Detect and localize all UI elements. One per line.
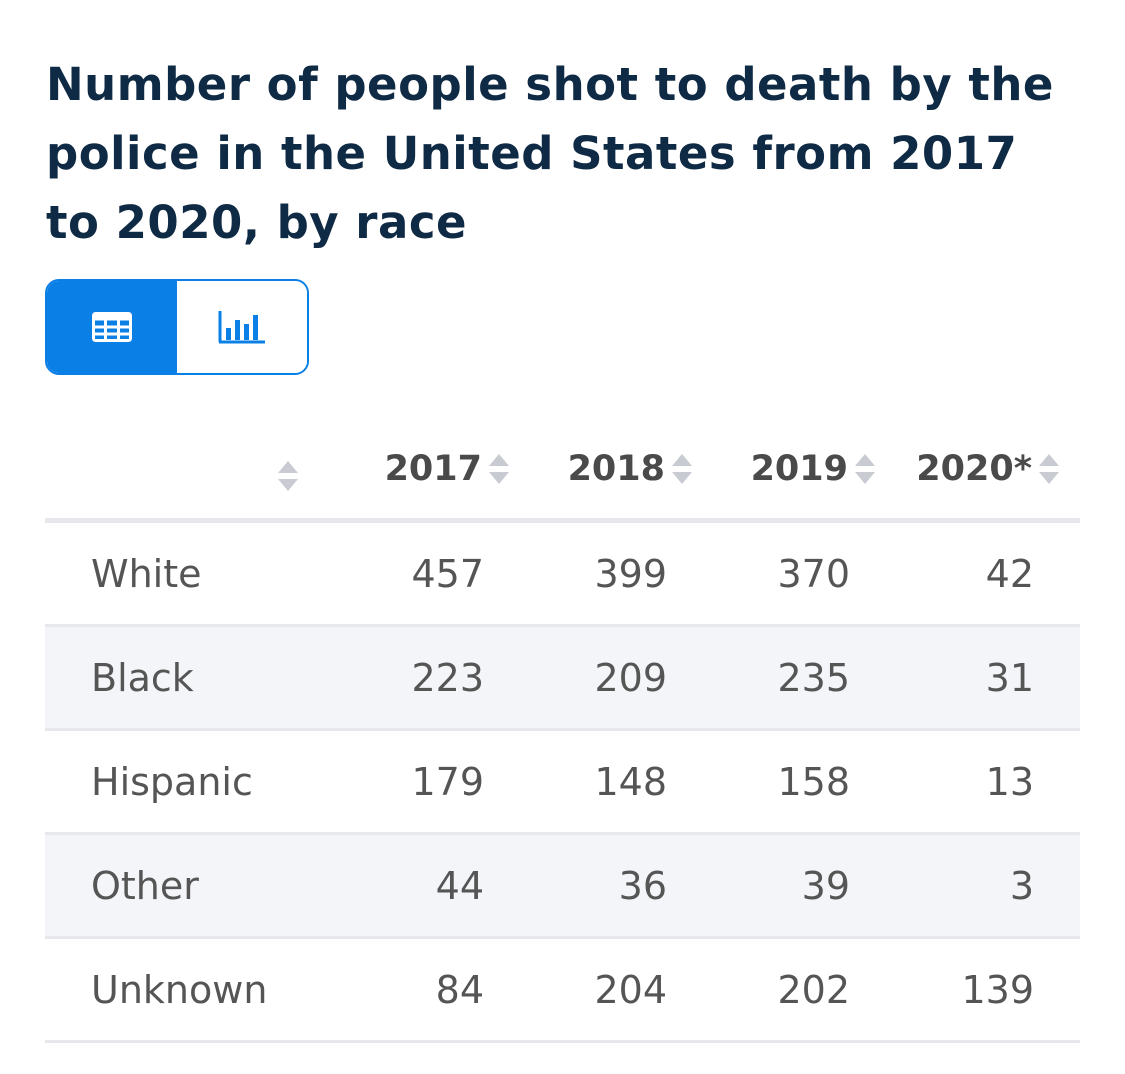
table-cell: 13: [878, 729, 1080, 835]
row-label: White: [45, 520, 335, 627]
bar-chart-icon: [218, 311, 265, 344]
sort-icon: [855, 454, 875, 484]
table-row: Hispanic 179 148 158 13: [45, 729, 1080, 835]
column-header-2017[interactable]: 2017: [335, 420, 512, 523]
table-cell: 202: [695, 937, 878, 1043]
data-table-container: 2017 2018 2019: [45, 420, 1080, 1043]
table-cell: 158: [695, 729, 878, 835]
sort-icon: [672, 454, 692, 484]
row-label: Unknown: [45, 937, 335, 1043]
sort-icon: [489, 454, 509, 484]
sort-icon: [278, 461, 298, 491]
page-title: Number of people shot to death by the po…: [46, 58, 1054, 249]
table-cell: 370: [695, 520, 878, 627]
chart-view-button[interactable]: [177, 281, 307, 373]
table-cell: 235: [695, 625, 878, 731]
column-header-label[interactable]: [45, 420, 335, 523]
table-cell: 31: [878, 625, 1080, 731]
table-cell: 204: [512, 937, 695, 1043]
row-label: Hispanic: [45, 729, 335, 835]
column-header-2019[interactable]: 2019: [695, 420, 878, 523]
data-table: 2017 2018 2019: [45, 420, 1080, 1043]
table-cell: 148: [512, 729, 695, 835]
table-cell: 3: [878, 833, 1080, 939]
view-toggle: [45, 279, 309, 375]
table-cell: 223: [335, 625, 512, 731]
table-cell: 36: [512, 833, 695, 939]
table-cell: 209: [512, 625, 695, 731]
table-row: Unknown 84 204 202 139: [45, 937, 1080, 1043]
table-cell: 399: [512, 520, 695, 627]
table-row: White 457 399 370 42: [45, 520, 1080, 627]
table-row: Other 44 36 39 3: [45, 833, 1080, 939]
column-header-2018[interactable]: 2018: [512, 420, 695, 523]
column-header-2020[interactable]: 2020*: [878, 420, 1080, 523]
table-cell: 44: [335, 833, 512, 939]
table-icon: [92, 312, 132, 342]
table-cell: 39: [695, 833, 878, 939]
table-view-button[interactable]: [47, 281, 177, 373]
table-header-row: 2017 2018 2019: [45, 420, 1080, 523]
table-row: Black 223 209 235 31: [45, 625, 1080, 731]
table-cell: 179: [335, 729, 512, 835]
table-cell: 457: [335, 520, 512, 627]
table-cell: 139: [878, 937, 1080, 1043]
sort-icon: [1039, 454, 1059, 484]
row-label: Other: [45, 833, 335, 939]
table-cell: 84: [335, 937, 512, 1043]
row-label: Black: [45, 625, 335, 731]
table-cell: 42: [878, 520, 1080, 627]
